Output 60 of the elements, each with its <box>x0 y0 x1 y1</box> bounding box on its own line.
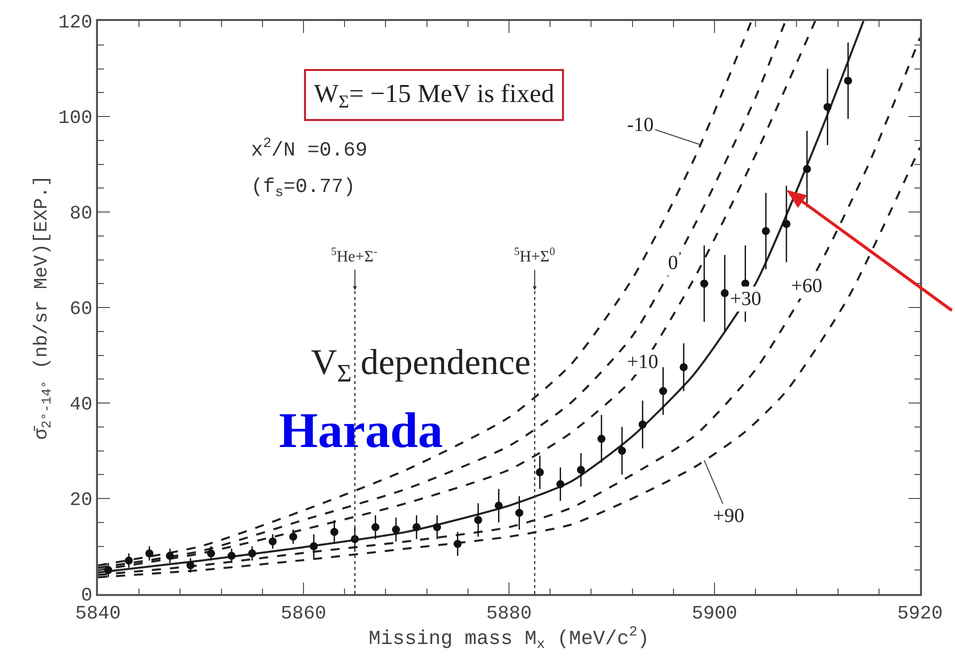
x-tick-label: 5860 <box>280 602 326 625</box>
series-label: +60 <box>791 275 822 297</box>
point <box>659 387 668 396</box>
series-label: +10 <box>627 351 658 373</box>
point <box>350 535 359 544</box>
point <box>494 502 503 510</box>
x-tick-label: 5920 <box>897 602 943 625</box>
point <box>454 540 462 548</box>
ref-line-label: $^{5}$He+Σ$^{-}$ <box>331 246 378 266</box>
point <box>145 549 154 558</box>
point <box>330 528 338 536</box>
y-tick-label: 80 <box>70 202 92 225</box>
point <box>412 523 421 532</box>
point <box>228 552 236 560</box>
point <box>515 508 524 517</box>
point <box>680 363 688 372</box>
point <box>166 552 174 560</box>
point <box>124 556 133 565</box>
annotation: V$_{Σ}$ dependence <box>311 342 531 388</box>
point <box>248 549 256 558</box>
point <box>371 523 380 532</box>
series-label: 0 <box>668 252 678 274</box>
point <box>392 526 400 534</box>
point <box>638 420 647 428</box>
point <box>536 468 544 476</box>
point <box>433 523 442 532</box>
annotation: W$_{Σ}$= −15 MeV is fixed <box>314 79 554 112</box>
point <box>597 434 606 443</box>
point <box>576 466 585 474</box>
x-tick-label: 5880 <box>486 602 532 625</box>
point <box>289 532 298 541</box>
point <box>104 566 112 574</box>
ref-line-label: $^{5}$H+Σ$^{0}$ <box>514 246 556 266</box>
text: -10 <box>627 114 654 136</box>
annotation: Harada <box>279 402 443 458</box>
point <box>556 480 564 488</box>
y-tick-label: 40 <box>70 394 92 416</box>
point <box>824 102 832 111</box>
point <box>474 516 482 524</box>
series-label: +30 <box>730 288 762 310</box>
point <box>700 280 708 288</box>
point <box>310 542 318 550</box>
x-tick-label: 5900 <box>692 602 738 625</box>
point <box>844 76 852 85</box>
y-tick-label: 100 <box>58 107 92 130</box>
point <box>207 549 216 558</box>
point <box>782 220 790 228</box>
point <box>268 537 277 546</box>
text: +90 <box>713 505 744 527</box>
y-tick-label: 120 <box>58 12 92 34</box>
annotation: (f$_{s}$=0.77) <box>251 176 356 202</box>
y-tick-label: 60 <box>70 298 92 320</box>
x-axis-title: Missing mass M$_{x}$ (MeV/c$^{2}$) <box>368 624 650 654</box>
point <box>618 446 626 455</box>
point <box>762 227 770 236</box>
annotation: x$^{2}$/N =0.69 <box>251 136 368 162</box>
y-tick-label: 20 <box>70 489 92 512</box>
point <box>186 561 194 570</box>
point <box>802 165 811 174</box>
point <box>720 289 729 298</box>
